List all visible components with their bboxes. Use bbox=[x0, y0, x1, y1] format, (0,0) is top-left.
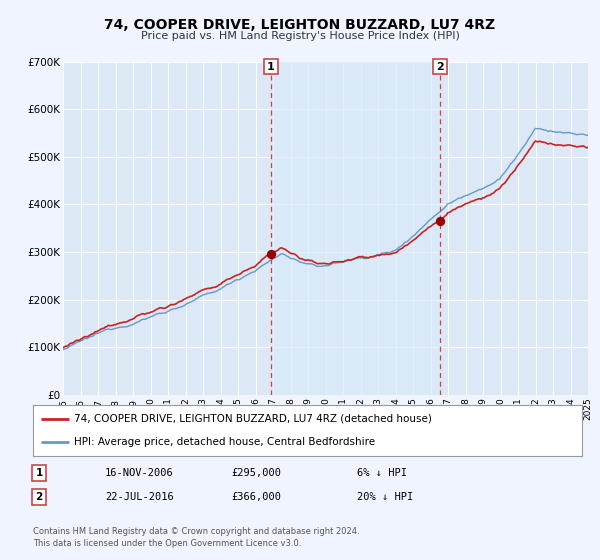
Text: 6% ↓ HPI: 6% ↓ HPI bbox=[357, 468, 407, 478]
Text: 1: 1 bbox=[267, 62, 275, 72]
Text: Price paid vs. HM Land Registry's House Price Index (HPI): Price paid vs. HM Land Registry's House … bbox=[140, 31, 460, 41]
Bar bbox=[271, 62, 440, 395]
Text: HPI: Average price, detached house, Central Bedfordshire: HPI: Average price, detached house, Cent… bbox=[74, 437, 376, 447]
Text: £366,000: £366,000 bbox=[231, 492, 281, 502]
Point bbox=[266, 250, 276, 259]
Text: 1: 1 bbox=[35, 468, 43, 478]
Text: £295,000: £295,000 bbox=[231, 468, 281, 478]
Text: 2: 2 bbox=[436, 62, 444, 72]
Text: This data is licensed under the Open Government Licence v3.0.: This data is licensed under the Open Gov… bbox=[33, 539, 301, 548]
Text: 22-JUL-2016: 22-JUL-2016 bbox=[105, 492, 174, 502]
Text: Contains HM Land Registry data © Crown copyright and database right 2024.: Contains HM Land Registry data © Crown c… bbox=[33, 528, 359, 536]
Text: 74, COOPER DRIVE, LEIGHTON BUZZARD, LU7 4RZ (detached house): 74, COOPER DRIVE, LEIGHTON BUZZARD, LU7 … bbox=[74, 414, 432, 424]
Text: 2: 2 bbox=[35, 492, 43, 502]
Point bbox=[436, 216, 445, 225]
Text: 74, COOPER DRIVE, LEIGHTON BUZZARD, LU7 4RZ: 74, COOPER DRIVE, LEIGHTON BUZZARD, LU7 … bbox=[104, 18, 496, 32]
Text: 20% ↓ HPI: 20% ↓ HPI bbox=[357, 492, 413, 502]
Text: 16-NOV-2006: 16-NOV-2006 bbox=[105, 468, 174, 478]
